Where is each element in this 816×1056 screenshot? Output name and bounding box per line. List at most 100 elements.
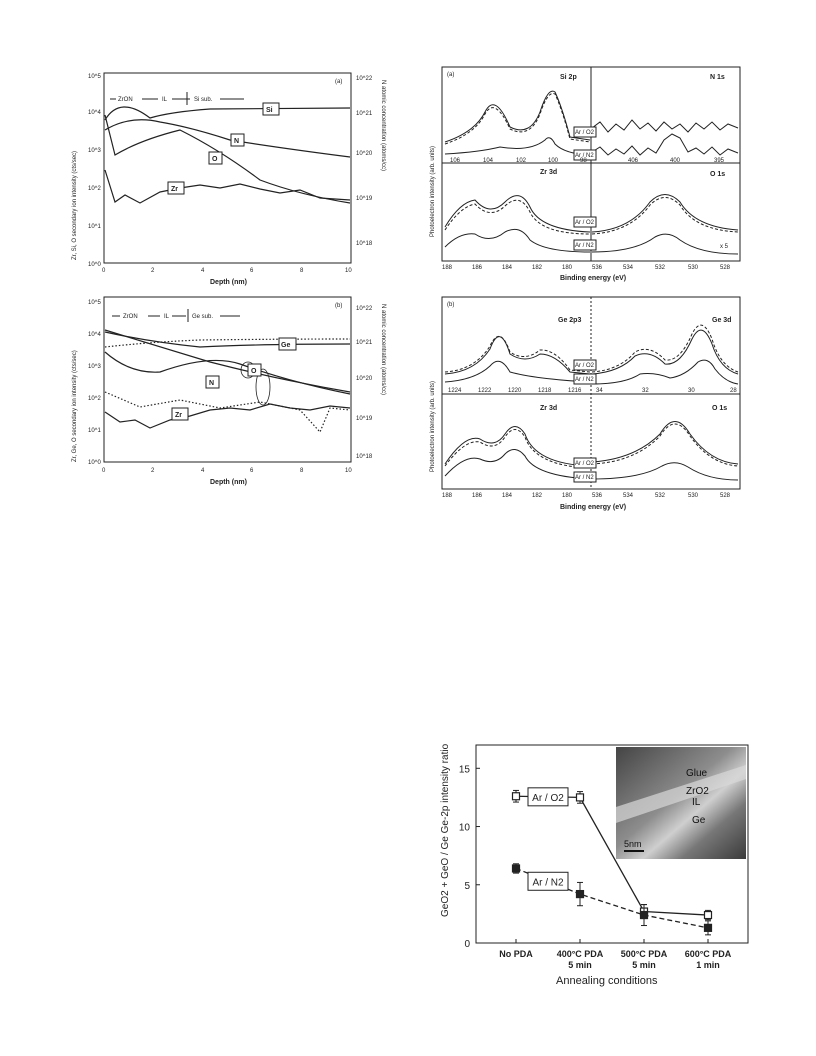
panel-tag: (a) [335, 79, 342, 85]
data-point [575, 889, 585, 899]
label-n: N [234, 138, 239, 145]
tick: 532 [655, 265, 666, 271]
xps-panel-a: (a) Si 2p N 1s Zr 3d O 1s Ar / O2 Ar / N… [430, 66, 741, 282]
y-tick-label: 10 [459, 823, 471, 834]
tick: 182 [532, 265, 543, 271]
series-label-box [527, 871, 569, 891]
series-label: Ar / O2 [532, 793, 564, 804]
right-tick: 10^21 [356, 340, 373, 346]
o1s-n2-curve [591, 462, 739, 481]
region-il: IL [162, 97, 168, 103]
y-axis-label: GeO2 + GeO / Ge Ge-2p intensity ratio [440, 743, 451, 917]
n1s-o2-curve [591, 119, 739, 133]
sims-curves [104, 329, 351, 434]
zr3d-n2-curve [444, 228, 591, 253]
tick: 104 [483, 158, 494, 164]
plot-frame [103, 72, 352, 264]
region-sub: Si sub. [194, 97, 213, 103]
subpanel-zr3d: Zr 3d [540, 405, 557, 412]
subpanel-n1s: N 1s [710, 74, 725, 81]
bottom-ticks: 188 186 184 182 180 536 534 532 530 528 [442, 493, 731, 499]
xps-curves-top [444, 324, 739, 385]
sims-curves [104, 106, 351, 204]
top-ticks: 1224 1222 1220 1218 1216 34 32 30 28 [448, 388, 737, 394]
right-tick: 10^20 [356, 376, 373, 382]
label-n: N [209, 380, 214, 387]
si2p-o2-curve [444, 90, 591, 143]
tick: 532 [655, 493, 666, 499]
tick: 395 [714, 158, 725, 164]
tick: 184 [502, 265, 513, 271]
zr3d-o2-dashed [444, 429, 591, 469]
tick: 180 [562, 265, 573, 271]
region-zron: ZrON [118, 97, 133, 103]
left-tick: 10^1 [88, 224, 101, 230]
tick: 30 [688, 388, 695, 394]
inset-label-zro2: ZrO2 [686, 786, 709, 797]
data-point [575, 793, 585, 802]
right-tick: 10^18 [356, 241, 373, 247]
tick: 106 [450, 158, 461, 164]
label-ge: Ge [281, 342, 290, 349]
plot-frame [103, 296, 352, 463]
data-point [511, 864, 521, 873]
tick: 534 [623, 265, 634, 271]
tick: 536 [592, 493, 603, 499]
tick: 98 [580, 158, 587, 164]
x-axis-label: Annealing conditions [556, 975, 658, 987]
ge-curve [104, 331, 351, 348]
legend-ar-n2: Ar / N2 [575, 377, 594, 383]
x-tick: 8 [300, 468, 304, 474]
y-axis-label: Photoelectron intensity (arb. units) [430, 146, 436, 237]
data-point [511, 792, 521, 801]
o1s-o2-dashed [591, 423, 739, 467]
zr3d-o2-curve [444, 195, 591, 233]
left-tick: 10^0 [88, 262, 101, 268]
tick: 102 [516, 158, 527, 164]
tick: 1224 [448, 388, 462, 394]
xps-curves-top [444, 90, 739, 156]
top-ticks: 106 104 102 100 98 406 400 395 [450, 158, 725, 164]
xps-curves-bottom [444, 194, 739, 255]
species-labels: Ge O N Zr [171, 337, 297, 421]
x-tick: 10 [345, 268, 352, 274]
x-tick: 4 [201, 268, 205, 274]
left-tick: 10^1 [88, 428, 101, 434]
series-label: Ar / N2 [532, 877, 564, 888]
left-tick: 10^5 [88, 74, 101, 80]
bottom-ticks: 188 186 184 182 180 536 534 532 530 528 [442, 265, 731, 271]
scale-note: x 5 [720, 244, 729, 250]
tick: 1220 [508, 388, 522, 394]
x-axis-label: Binding energy (eV) [560, 504, 626, 511]
ge3d-n2-curve [591, 359, 739, 385]
tick: 534 [623, 493, 634, 499]
right-axis-label: N atomic concentration (atoms/cc) [380, 304, 386, 395]
left-axis-label: Zr, Ge, O secondary ion intensity (cts/s… [72, 350, 78, 462]
right-axis-label: N atomic concentration (atoms/cc) [380, 80, 386, 171]
series-label-box [527, 787, 569, 807]
subpanel-o1s: O 1s [710, 171, 725, 178]
zro2-layer [616, 765, 746, 823]
x-tick: 0 [102, 468, 106, 474]
o1s-n2-curve [591, 233, 739, 255]
tick: 182 [532, 493, 543, 499]
tick: 1222 [478, 388, 492, 394]
n-callout-ellipse [255, 368, 271, 406]
legend-ar-n2: Ar / N2 [575, 153, 594, 159]
region-il: IL [164, 314, 170, 320]
right-tick: 10^22 [356, 306, 373, 312]
region-zron: ZrON [123, 314, 138, 320]
sims-panel-a: (a) ZrON IL Si sub. 10^0 10^1 10^2 10^3 … [72, 72, 386, 286]
series-layer: Ar / O2 Ar / N2 [511, 787, 713, 936]
right-tick: 10^21 [356, 111, 373, 117]
x-tick: 0 [102, 268, 106, 274]
tick: 1218 [538, 388, 552, 394]
ge3d-o2-curve [591, 329, 739, 375]
legend-ar-n2: Ar / N2 [575, 475, 594, 481]
tick: 530 [688, 265, 699, 271]
inset-label-glue: Glue [686, 768, 708, 779]
zr3d-o2-curve [444, 426, 591, 467]
ge-dotted-curve [104, 338, 351, 348]
tick: 34 [596, 388, 603, 394]
right-ticks: 10^18 10^19 10^20 10^21 10^22 [356, 76, 373, 247]
